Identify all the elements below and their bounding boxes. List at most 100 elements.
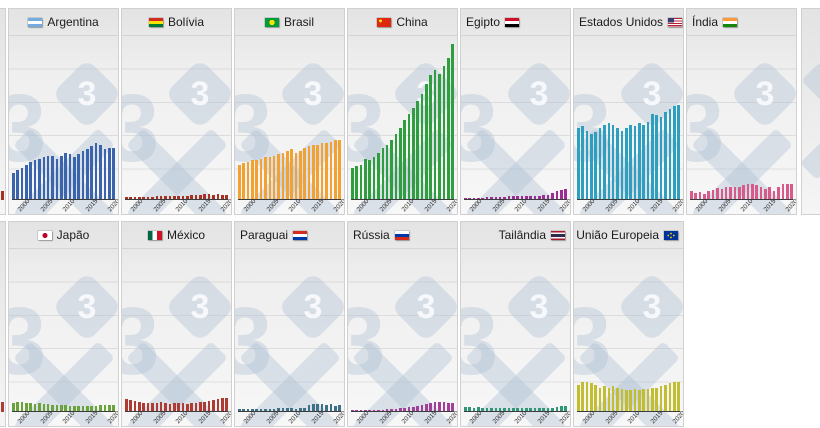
- x-tick-label: 2010: [401, 409, 416, 426]
- bar: [403, 407, 406, 411]
- bar: [729, 187, 732, 199]
- x-tick-label: 2005: [39, 197, 55, 214]
- x-tick-label: 2000: [581, 197, 597, 214]
- bar: [225, 195, 228, 199]
- country-panel: México 3 3 2000 2005 2010 2015 2020: [121, 221, 232, 427]
- bars: [238, 35, 341, 200]
- plot-area: 3 3: [574, 248, 683, 426]
- bar: [511, 407, 515, 411]
- bar: [438, 73, 441, 199]
- bar: [451, 403, 454, 411]
- x-tick-label: 2015: [536, 197, 552, 214]
- bar: [20, 402, 24, 411]
- bar: [755, 185, 758, 199]
- bar: [777, 186, 780, 199]
- bar: [590, 383, 593, 411]
- bar: [633, 126, 637, 199]
- bar: [138, 197, 141, 199]
- bar: [490, 197, 493, 199]
- x-tick-label: 2015: [197, 197, 213, 214]
- bar: [216, 399, 220, 411]
- bar: [73, 406, 76, 411]
- bar: [285, 407, 289, 411]
- bar: [742, 185, 745, 199]
- panel-header: Egipto: [461, 9, 570, 35]
- bar: [485, 407, 489, 411]
- bar: [51, 155, 54, 199]
- bar: [255, 409, 259, 411]
- bar: [664, 112, 667, 199]
- x-tick-label: 2010: [627, 409, 642, 426]
- bar: [716, 188, 719, 199]
- bar: [659, 116, 663, 199]
- x-tick-label: 2015: [649, 409, 665, 426]
- bar: [177, 195, 180, 199]
- bar: [303, 147, 306, 199]
- x-axis: 2000 2005 2010 2015 2020: [687, 197, 796, 214]
- bar: [585, 130, 589, 199]
- x-axis: 2000 2005 2010 2015 2020: [348, 409, 457, 426]
- bar: [542, 407, 546, 411]
- x-tick-label: 2010: [175, 197, 190, 214]
- bar: [507, 407, 511, 411]
- bar: [151, 403, 154, 411]
- bar: [707, 191, 711, 199]
- bar: [194, 403, 198, 411]
- bar: [403, 120, 406, 199]
- bar: [733, 186, 737, 199]
- bar: [546, 407, 550, 411]
- x-axis: 2000 2005 2010 2015 2020: [461, 409, 570, 426]
- bar: [255, 160, 259, 199]
- bar: [516, 407, 519, 411]
- bar: [77, 406, 80, 411]
- bar: [25, 403, 28, 411]
- bar: [420, 405, 424, 411]
- country-flag-icon: [148, 17, 163, 27]
- bar: [203, 402, 207, 411]
- bar: [112, 405, 115, 411]
- bar: [468, 407, 471, 411]
- cropped-panel-sliver-top-right: [801, 8, 820, 215]
- x-axis: 2000 2005 2010 2015 2020: [574, 409, 683, 426]
- bar: [664, 385, 667, 411]
- x-tick-label: 2020: [219, 409, 232, 426]
- bar: [481, 197, 485, 199]
- bar: [425, 84, 428, 199]
- country-panel: China 3 3 2000 2005 2010 2015 2020: [347, 8, 458, 215]
- bar: [394, 409, 398, 411]
- bar: [194, 195, 198, 199]
- bar: [225, 398, 228, 411]
- panel-title: Brasil: [283, 15, 314, 29]
- bar: [285, 150, 289, 199]
- bar: [498, 407, 502, 411]
- bar: [364, 158, 367, 199]
- x-tick-label: 2015: [762, 197, 778, 214]
- bar: [472, 407, 476, 411]
- bar: [155, 196, 159, 199]
- bar: [303, 407, 306, 411]
- bar: [125, 399, 128, 411]
- bar: [281, 152, 285, 199]
- bar: [381, 147, 385, 199]
- bar: [581, 126, 584, 199]
- bar: [242, 409, 245, 411]
- bar: [359, 409, 363, 411]
- bar: [546, 195, 550, 199]
- x-tick-label: 2005: [604, 197, 620, 214]
- bar: [451, 44, 454, 199]
- x-tick-label: 2015: [536, 409, 552, 426]
- bar: [146, 403, 150, 411]
- bar: [555, 191, 559, 199]
- country-panel: Rússia 3 3 2000 2005 2010 2015 2020: [347, 221, 458, 427]
- bar: [659, 386, 663, 411]
- bars: [577, 248, 680, 412]
- bar: [159, 196, 163, 199]
- bar: [377, 409, 380, 411]
- x-tick-label: 2010: [514, 409, 529, 426]
- bar: [768, 187, 772, 199]
- bar: [181, 195, 185, 199]
- bar: [446, 57, 450, 199]
- bar: [668, 109, 672, 199]
- bar: [42, 404, 46, 411]
- plot-area: 3 3: [574, 35, 683, 214]
